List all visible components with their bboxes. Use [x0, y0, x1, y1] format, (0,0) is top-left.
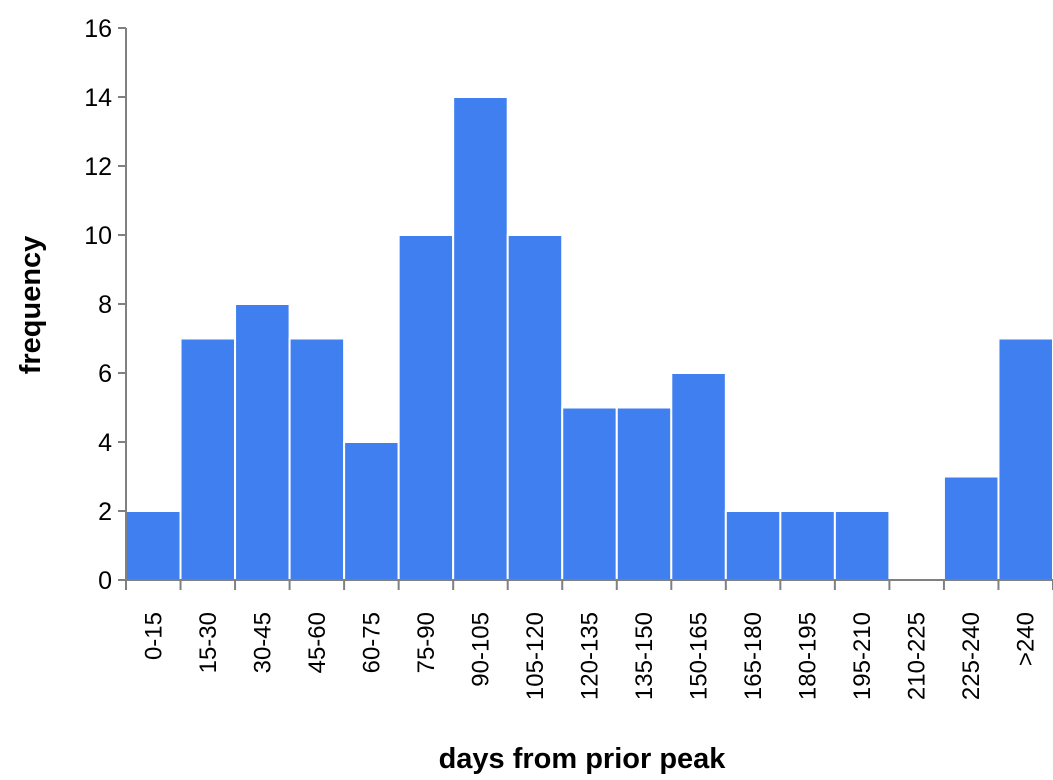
bar-30-45 — [234, 303, 291, 581]
x-category-label: 120-135 — [577, 612, 604, 700]
x-category-label: 195-210 — [849, 612, 876, 700]
bar-180-195 — [779, 510, 836, 581]
x-category-label: 180-195 — [795, 612, 822, 700]
x-ticks — [125, 580, 1053, 590]
y-tick-label: 14 — [84, 84, 112, 112]
bar-225-240 — [942, 475, 1000, 581]
x-category-label: 30-45 — [249, 612, 276, 673]
x-category-label: 75-90 — [413, 612, 440, 673]
x-axis-title: days from prior peak — [439, 743, 727, 775]
bar-195-210 — [833, 510, 891, 581]
bar-120-135 — [561, 406, 618, 581]
bar-150-165 — [670, 372, 727, 581]
y-tick-label: 2 — [98, 498, 112, 526]
bar-60-75 — [343, 441, 400, 581]
bar-0-15 — [125, 510, 182, 581]
x-category-label: 15-30 — [195, 612, 222, 673]
bar-90-105 — [452, 96, 509, 581]
x-category-label: 150-165 — [686, 612, 713, 700]
bar-75-90 — [397, 234, 455, 581]
y-tick-label: 16 — [84, 15, 112, 43]
x-category-label: 135-150 — [631, 612, 658, 700]
y-axis-title: frequency — [15, 236, 47, 375]
x-category-label: 0-15 — [140, 612, 167, 660]
x-category-label: 90-105 — [467, 612, 494, 687]
y-tick-label: 10 — [84, 222, 112, 250]
x-category-label: 225-240 — [958, 612, 985, 700]
y-tick-label: 4 — [98, 429, 112, 457]
bar-45-60 — [288, 337, 346, 581]
x-category-label: 210-225 — [904, 612, 931, 700]
x-category-label: >240 — [1013, 612, 1040, 666]
y-ticks: 0 2 4 6 8 10 12 14 16 — [84, 15, 126, 595]
bar->240 — [997, 337, 1053, 581]
bar-135-150 — [615, 406, 673, 581]
bar-105-120 — [506, 234, 564, 581]
y-tick-label: 12 — [84, 153, 112, 181]
y-tick-label: 8 — [98, 291, 112, 319]
x-category-label: 60-75 — [358, 612, 385, 673]
x-category-label: 105-120 — [522, 612, 549, 700]
x-category-label: 165-180 — [740, 612, 767, 700]
bar-165-180 — [724, 510, 782, 581]
y-tick-label: 0 — [98, 567, 112, 595]
bars-layer — [125, 96, 1053, 581]
x-category-labels: 0-15 15-30 30-45 45-60 60-75 75-90 90-105 105-1… — [140, 612, 1039, 700]
bar-15-30 — [179, 337, 237, 581]
x-category-label: 45-60 — [304, 612, 331, 673]
y-tick-label: 6 — [98, 360, 112, 388]
